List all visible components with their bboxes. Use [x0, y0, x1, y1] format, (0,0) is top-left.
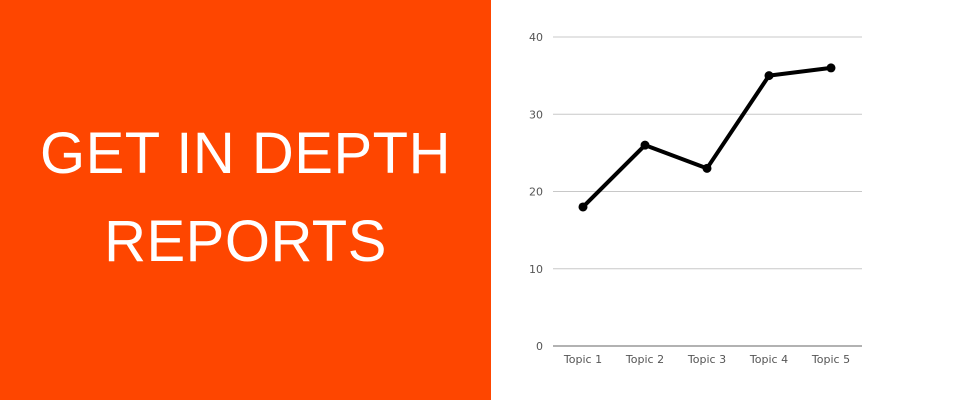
x-tick-label: Topic 1	[563, 353, 602, 366]
data-point	[578, 202, 588, 212]
y-tick-label: 0	[536, 340, 543, 353]
gridlines	[553, 36, 862, 347]
y-tick-label: 40	[529, 31, 543, 44]
y-tick-label: 20	[529, 186, 543, 199]
x-tick-label: Topic 4	[749, 353, 788, 366]
data-point	[826, 63, 836, 73]
data-point	[702, 163, 712, 173]
y-tick-label: 10	[529, 263, 543, 276]
data-point	[764, 71, 774, 81]
headline-line-1: GET IN DEPTH	[40, 121, 451, 186]
y-tick-labels: 0 10 20 30 40	[529, 31, 543, 353]
promo-panel: GET IN DEPTH REPORTS	[0, 0, 491, 400]
x-tick-label: Topic 3	[687, 353, 726, 366]
headline-line-2: REPORTS	[104, 209, 387, 274]
x-tick-labels: Topic 1 Topic 2 Topic 3 Topic 4 Topic 5	[563, 353, 850, 366]
y-tick-label: 30	[529, 108, 543, 121]
data-point	[640, 140, 650, 150]
x-tick-label: Topic 2	[625, 353, 664, 366]
series	[578, 63, 836, 212]
x-tick-label: Topic 5	[811, 353, 850, 366]
series-line	[581, 65, 833, 209]
